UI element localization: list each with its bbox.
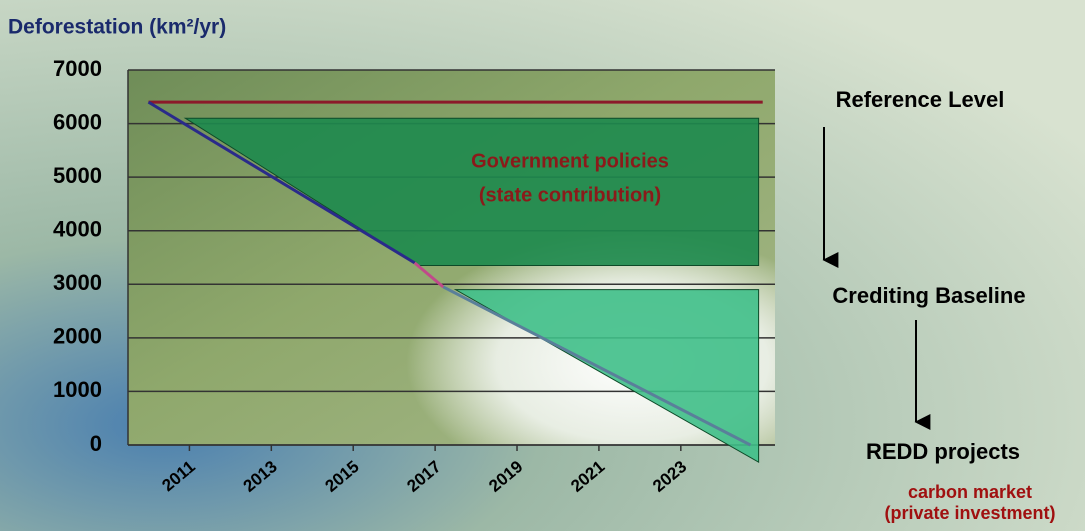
axis-title: Deforestation (km²/yr) (8, 16, 226, 39)
y-tick-label: 2000 (53, 324, 102, 349)
y-tick-label: 1000 (53, 377, 102, 402)
annotation: Government policies (471, 150, 669, 172)
line (442, 285, 752, 447)
annotation: carbon market (908, 482, 1032, 502)
annotation: (private investment) (884, 503, 1055, 523)
line (413, 261, 445, 289)
annotation: Reference Level (836, 87, 1005, 112)
y-tick-label: 5000 (53, 163, 102, 188)
y-tick-label: 4000 (53, 217, 102, 242)
y-tick-label: 7000 (53, 56, 102, 81)
y-tick-label: 3000 (53, 270, 102, 295)
annotation: Crediting Baseline (832, 283, 1025, 308)
y-tick-label: 6000 (53, 109, 102, 134)
area (183, 117, 760, 267)
line (147, 100, 416, 265)
annotation: (state contribution) (479, 184, 661, 206)
y-tick-label: 0 (90, 431, 102, 456)
annotation: REDD projects (866, 439, 1020, 464)
